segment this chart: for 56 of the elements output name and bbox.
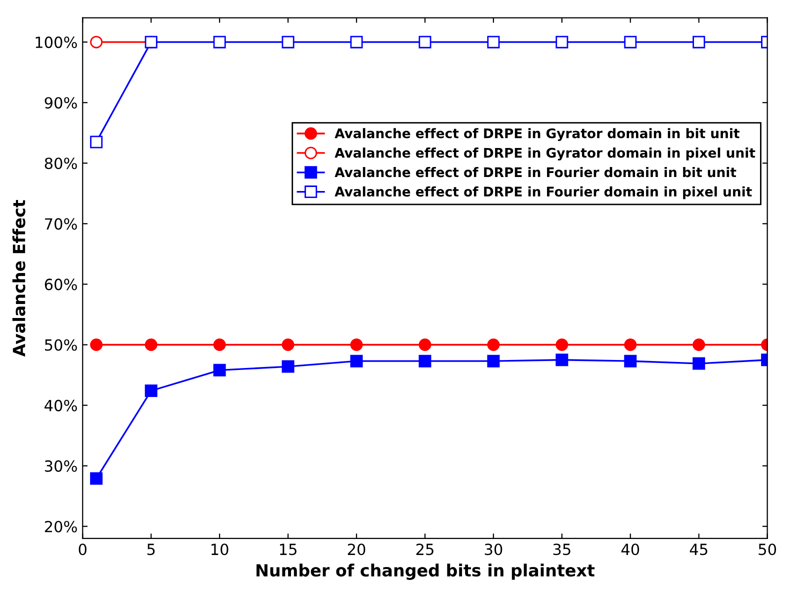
point [624, 354, 637, 368]
point [144, 338, 158, 352]
x-tick-label: 25 [416, 544, 434, 556]
point [418, 354, 432, 368]
point [282, 36, 294, 48]
legend-label: Avalanche effect of DRPE in Gyrator domain in bit unit [334, 128, 740, 141]
point [282, 360, 294, 373]
y-tick-label: 50% [44, 339, 77, 351]
point [282, 338, 294, 352]
point [90, 338, 103, 352]
x-tick-label: 15 [280, 544, 296, 556]
x-tick-label: 30 [484, 544, 502, 556]
x-axis-title: Number of changed bits in plaintext [256, 564, 595, 580]
point [350, 354, 363, 368]
y-tick-label: 80% [44, 158, 77, 170]
legend-label: Avalanche effect of DRPE in Fourier domain in pixel unit [334, 186, 752, 200]
point [144, 384, 158, 398]
point [90, 36, 103, 48]
y-tick-label: 20% [44, 520, 77, 532]
point [487, 338, 500, 352]
point [624, 36, 637, 48]
point [556, 338, 568, 352]
point [487, 36, 500, 48]
point [418, 338, 432, 352]
y-tick-label: 40% [44, 400, 77, 412]
y-tick-label: 60% [44, 278, 77, 290]
x-tick-label: 5 [147, 544, 155, 556]
y-tick-label: 100% [36, 36, 77, 48]
point [90, 472, 103, 485]
point [556, 354, 568, 366]
point [692, 36, 706, 48]
x-tick-label: 10 [212, 544, 228, 556]
x-tick-label: 45 [690, 544, 708, 556]
y-tick-label: 70% [45, 218, 77, 230]
x-tick-label: 35 [553, 544, 570, 556]
y-tick-label: 30% [44, 460, 77, 472]
legend-label: Avalanche effect of DRPE in Gyrator domain in pixel unit [334, 148, 756, 160]
point [213, 36, 226, 48]
point [350, 36, 363, 48]
legend-label: Avalanche effect of DRPE in Fourier domain in bit unit [334, 167, 736, 178]
point [556, 36, 568, 48]
point [213, 364, 226, 376]
x-tick-label: 40 [621, 544, 640, 556]
point [350, 338, 363, 352]
point [418, 36, 432, 48]
point [624, 338, 637, 352]
x-tick-label: 50 [758, 544, 776, 556]
point [692, 338, 706, 352]
x-tick-label: 0 [78, 544, 86, 556]
point [213, 338, 226, 352]
point [487, 354, 500, 368]
x-tick-label: 20 [348, 544, 366, 556]
point [692, 357, 706, 370]
y-tick-label: 90% [44, 97, 77, 109]
point [90, 136, 103, 148]
y-axis-title: Avalanche Effect [12, 200, 26, 357]
